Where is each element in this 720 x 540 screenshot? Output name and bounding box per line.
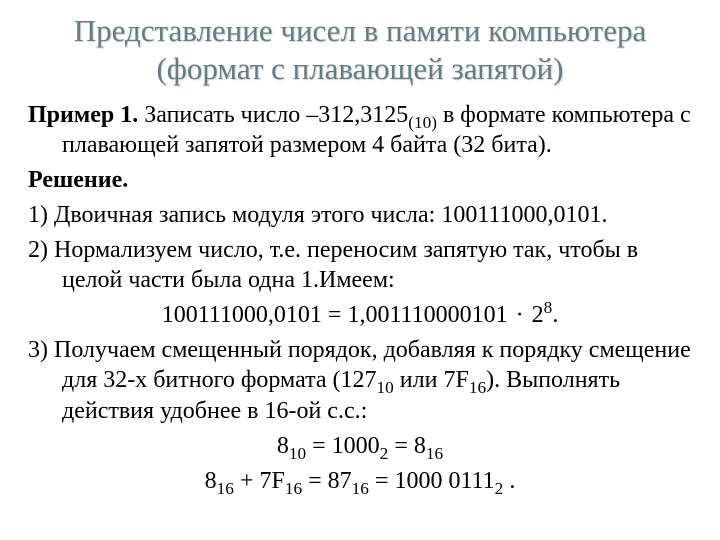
example-sub-10: (10) xyxy=(408,112,437,131)
eq3-d: = 1000 0111 xyxy=(369,468,495,494)
step3-sub-10: 10 xyxy=(377,378,394,397)
solution-label-text: Решение. xyxy=(28,167,128,193)
eq1-dot: · xyxy=(514,302,526,328)
step-3: 3) Получаем смещенный порядок, добавляя … xyxy=(28,335,692,427)
example-label: Пример 1. xyxy=(28,102,138,128)
step-2: 2) Нормализуем число, т.е. переносим зап… xyxy=(28,235,692,296)
example-text-1: Записать число –312,3125 xyxy=(138,102,408,128)
eq1-end: . xyxy=(552,302,558,328)
eq2-c-sub: 16 xyxy=(426,444,443,463)
title-line-1: Представление чисел в памяти компьютера xyxy=(28,12,692,50)
example-statement: Пример 1. Записать число –312,3125(10) в… xyxy=(28,100,692,161)
step-1: 1) Двоичная запись модуля этого числа: 1… xyxy=(28,200,692,231)
equation-bias-1: 810 = 10002 = 816 xyxy=(28,431,692,462)
step3-text-2: или 7F xyxy=(394,367,469,393)
eq3-b-sub: 16 xyxy=(285,478,302,497)
slide-title: Представление чисел в памяти компьютера … xyxy=(28,12,692,88)
slide: Представление чисел в памяти компьютера … xyxy=(0,0,720,540)
eq3-c: = 87 xyxy=(302,468,352,494)
eq1-base: 2 xyxy=(526,302,544,328)
eq2-a-sub: 10 xyxy=(289,444,306,463)
eq1-lhs: 100111000,0101 = 1,001110000101 xyxy=(162,302,514,328)
solution-label: Решение. xyxy=(28,165,692,196)
eq3-end: . xyxy=(503,468,515,494)
eq3-c-sub: 16 xyxy=(352,478,369,497)
eq3-a: 8 xyxy=(205,468,217,494)
eq2-c: = 8 xyxy=(388,433,426,459)
eq3-b: + 7F xyxy=(234,468,285,494)
title-line-2: (формат с плавающей запятой) xyxy=(28,50,692,88)
eq2-b: = 1000 xyxy=(306,433,380,459)
equation-bias-2: 816 + 7F16 = 8716 = 1000 01112 . xyxy=(28,466,692,497)
eq3-a-sub: 16 xyxy=(217,478,234,497)
slide-body: Пример 1. Записать число –312,3125(10) в… xyxy=(28,100,692,497)
step3-sub-16: 16 xyxy=(469,378,486,397)
eq2-a: 8 xyxy=(277,433,289,459)
equation-normalize: 100111000,0101 = 1,001110000101 · 28. xyxy=(28,300,692,331)
